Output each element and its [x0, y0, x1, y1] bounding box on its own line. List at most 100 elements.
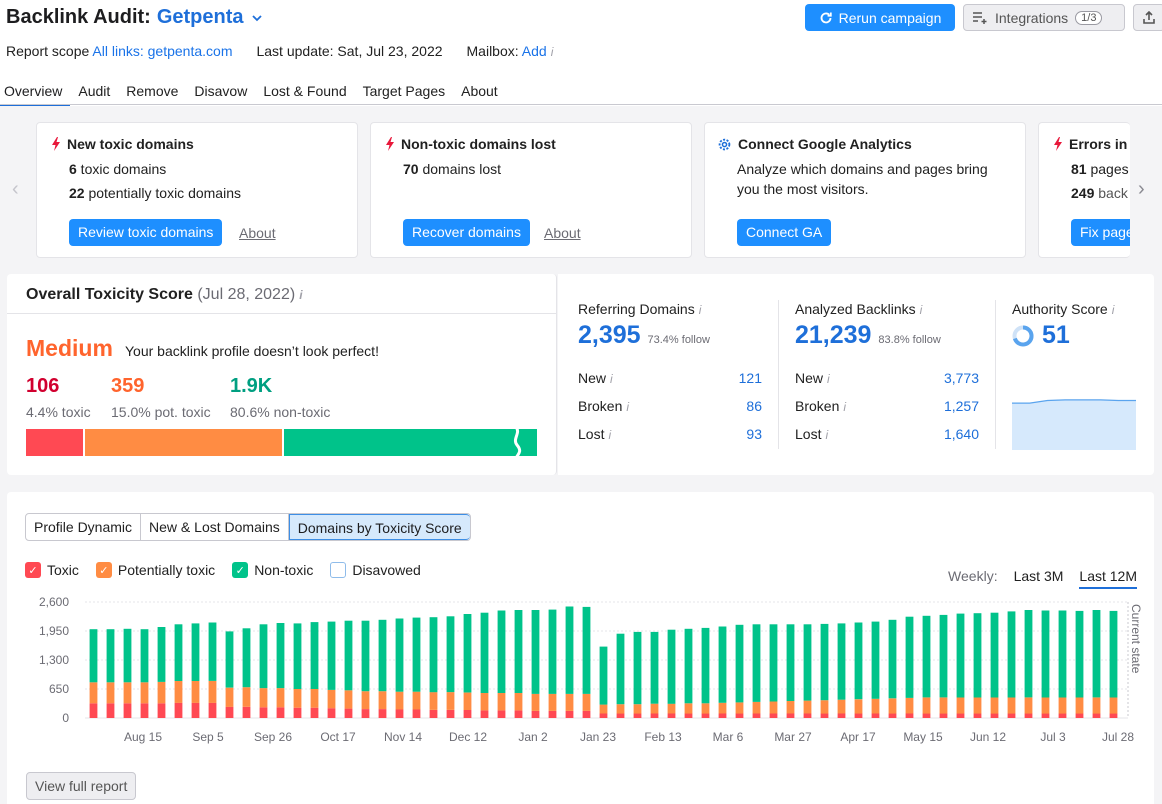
potentially-toxic-count[interactable]: 359: [111, 375, 145, 397]
period-last-3m[interactable]: Last 3M: [1013, 568, 1064, 584]
project-selector[interactable]: Getpenta: [156, 6, 244, 28]
info-icon[interactable]: i: [825, 428, 829, 442]
lightning-icon: [52, 137, 60, 151]
row-value[interactable]: 86: [746, 398, 762, 414]
view-full-report-button[interactable]: View full report: [26, 772, 137, 800]
bar-segment-non-toxic: [480, 612, 489, 693]
info-icon[interactable]: i: [698, 303, 702, 317]
report-scope-link[interactable]: All links: getpenta.com: [92, 43, 233, 59]
bar-segment-potentially-toxic: [1058, 697, 1067, 714]
checkbox-icon[interactable]: ✓: [95, 562, 112, 578]
recover-domains-button[interactable]: Recover domains: [403, 219, 530, 246]
toxic-count[interactable]: 106: [26, 375, 60, 397]
bar-segment-toxic: [463, 710, 472, 718]
info-icon[interactable]: i: [610, 372, 613, 386]
tab-lost-found[interactable]: Lost & Found: [263, 83, 347, 99]
card-errors: Errors in 81 pages 249 back Fix page: [1038, 122, 1130, 258]
chevron-down-icon[interactable]: [251, 13, 262, 23]
info-icon[interactable]: i: [843, 400, 847, 414]
analyzed-backlinks-value[interactable]: 21,239: [795, 321, 872, 349]
about-link[interactable]: About: [544, 225, 581, 241]
y-tick-label: 1,950: [39, 624, 69, 638]
bar-segment-potentially-toxic: [225, 687, 234, 707]
bar-segment-toxic: [1024, 713, 1033, 718]
stat-row: Lost i 1,640: [795, 426, 979, 442]
current-state-label: Current state: [1129, 604, 1143, 674]
tab-remove[interactable]: Remove: [126, 83, 179, 99]
toxicity-score-panel: Overall Toxicity Score (Jul 28, 2022) i M…: [7, 274, 557, 475]
card-count: 70: [403, 161, 419, 177]
bar-segment-toxic: [905, 713, 914, 718]
bar-segment-toxic: [480, 710, 489, 718]
non-toxic-count[interactable]: 1.9K: [230, 375, 273, 397]
card-new-toxic-domains: New toxic domains 6 toxic domains 22 pot…: [36, 122, 358, 258]
info-icon[interactable]: i: [1111, 303, 1115, 317]
info-icon[interactable]: i: [626, 400, 630, 414]
x-tick-label: Nov 14: [384, 730, 422, 744]
bar-segment-non-toxic: [1092, 610, 1101, 698]
export-button[interactable]: [1133, 4, 1162, 31]
checkbox-icon[interactable]: ✓: [232, 562, 249, 578]
fix-pages-button[interactable]: Fix page: [1071, 219, 1130, 246]
mailbox-add-link[interactable]: Add: [521, 43, 547, 59]
info-icon[interactable]: i: [608, 428, 612, 442]
bar-segment-non-toxic: [89, 629, 98, 683]
bar-segment-non-toxic: [446, 616, 455, 693]
review-toxic-domains-button[interactable]: Review toxic domains: [69, 219, 223, 246]
row-value[interactable]: 93: [746, 426, 762, 442]
period-last-12m[interactable]: Last 12M: [1079, 568, 1137, 589]
rerun-campaign-button[interactable]: Rerun campaign: [805, 4, 955, 31]
list-add-icon: [973, 11, 987, 24]
integrations-button[interactable]: Integrations 1/3: [963, 4, 1125, 31]
info-icon[interactable]: i: [550, 45, 554, 59]
tab-about[interactable]: About: [461, 83, 498, 99]
legend-toxic[interactable]: ✓ Toxic: [25, 562, 79, 578]
legend-disavowed[interactable]: Disavowed: [330, 562, 421, 578]
tab-domains-by-toxicity[interactable]: Domains by Toxicity Score: [288, 514, 470, 540]
bar-segment-potentially-toxic: [956, 697, 965, 714]
row-value[interactable]: 3,773: [943, 370, 979, 386]
checkbox-icon[interactable]: [330, 562, 347, 578]
x-tick-label: May 15: [903, 730, 943, 744]
bar-segment-non-toxic: [565, 606, 574, 694]
info-icon[interactable]: i: [299, 288, 303, 302]
bar-segment-potentially-toxic: [293, 689, 302, 708]
carousel-next-icon[interactable]: ›: [1138, 178, 1145, 200]
tab-target-pages[interactable]: Target Pages: [362, 83, 446, 99]
info-icon[interactable]: i: [919, 303, 923, 317]
row-value[interactable]: 1,257: [943, 398, 979, 414]
row-value[interactable]: 1,640: [943, 426, 979, 442]
tab-overview[interactable]: Overview: [0, 82, 71, 106]
connect-ga-button[interactable]: Connect GA: [737, 219, 832, 246]
authority-ring-icon: [1012, 324, 1034, 346]
last-update: Last update: Sat, Jul 23, 2022: [256, 43, 443, 59]
stacked-bar-chart: 2,600 1,950 1,300 650 0 Aug 15 Sep 5 Sep 26 Oct …: [39, 595, 1143, 744]
tab-new-lost-domains[interactable]: New & Lost Domains: [141, 514, 289, 540]
carousel-prev-icon[interactable]: ‹: [12, 178, 19, 200]
bar-segment-potentially-toxic: [514, 693, 523, 711]
bar-segment-non-toxic: [259, 624, 268, 689]
x-tick-label: Sep 5: [192, 730, 224, 744]
bar-segment-toxic: [718, 713, 727, 718]
bar-segment-potentially-toxic: [803, 700, 812, 714]
about-link[interactable]: About: [239, 225, 276, 241]
authority-score-value[interactable]: 51: [1042, 321, 1070, 349]
bar-segment-non-toxic: [786, 624, 795, 701]
bar-segment-toxic: [684, 713, 693, 718]
bar-segment-non-toxic: [378, 619, 387, 692]
referring-domains-value[interactable]: 2,395: [578, 321, 641, 349]
tab-disavow[interactable]: Disavow: [194, 83, 248, 99]
checkbox-icon[interactable]: ✓: [25, 562, 41, 578]
tab-audit[interactable]: Audit: [78, 83, 111, 99]
bar-segment-potentially-toxic: [548, 693, 557, 711]
legend-non-toxic[interactable]: ✓ Non-toxic: [232, 562, 313, 578]
x-tick-label: Jan 23: [580, 730, 616, 744]
row-value[interactable]: 121: [738, 370, 762, 386]
bar-segment-non-toxic: [990, 612, 999, 698]
bar-segment-non-toxic: [497, 610, 506, 693]
tab-profile-dynamic[interactable]: Profile Dynamic: [26, 514, 142, 540]
legend-potentially-toxic[interactable]: ✓ Potentially toxic: [95, 562, 215, 578]
bar-segment-potentially-toxic: [1109, 697, 1118, 714]
info-icon[interactable]: i: [827, 372, 830, 386]
bar-segment-non-toxic: [922, 615, 931, 698]
